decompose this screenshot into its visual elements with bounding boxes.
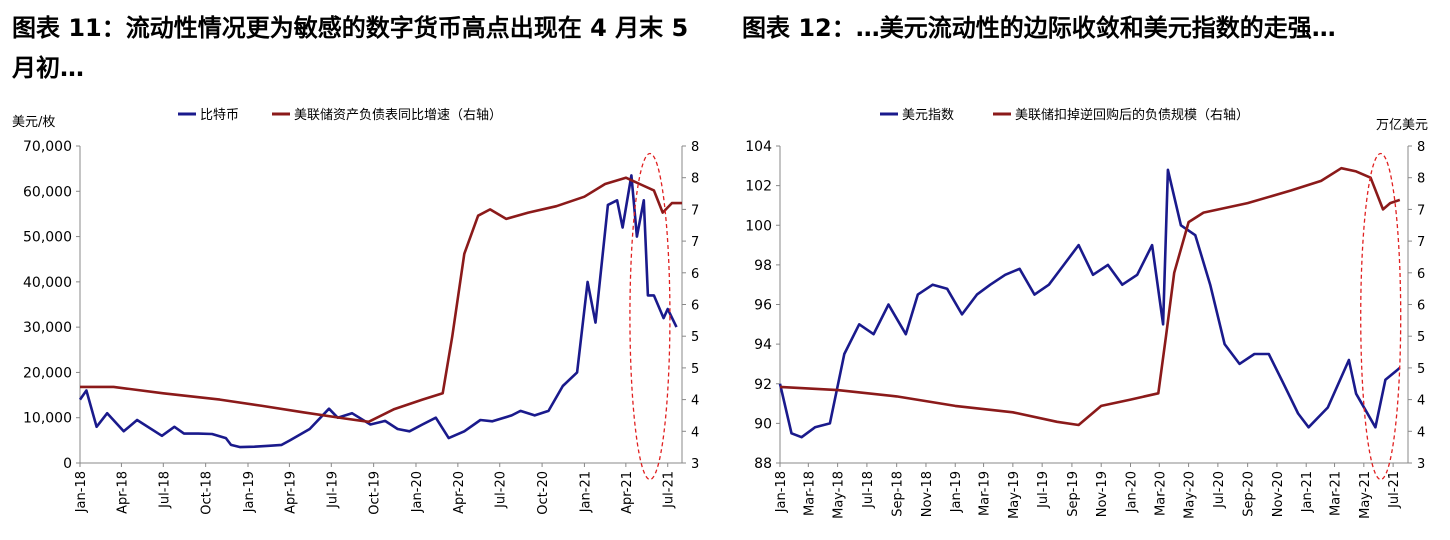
legend-label: 美元指数 xyxy=(902,108,954,123)
x-tick-label: Mar-19 xyxy=(978,471,993,516)
x-tick-label: Sep-18 xyxy=(891,471,906,517)
x-tick-label: Jul-21 xyxy=(1387,471,1402,509)
x-tick-label: Jul-20 xyxy=(494,471,509,509)
legend-label: 美联储资产负债表同比增速（右轴） xyxy=(294,108,502,123)
x-tick-label: Jan-21 xyxy=(578,471,593,513)
y-axis-unit-left: 美元/枚 xyxy=(12,115,55,130)
y-tick-label-left: 50,000 xyxy=(23,230,72,246)
series-line-secondary xyxy=(779,166,1401,427)
y-tick-label-left: 20,000 xyxy=(23,365,72,381)
y-tick-label-left: 94 xyxy=(754,337,772,353)
legend-label: 比特币 xyxy=(200,108,239,123)
x-tick-label: Jul-19 xyxy=(325,471,340,509)
y-tick-label-right: 7 xyxy=(1417,203,1425,218)
x-tick-label: Jan-20 xyxy=(410,471,425,513)
highlight-ellipse xyxy=(1360,152,1402,481)
highlight-ellipse xyxy=(629,152,671,481)
x-tick-label: Apr-18 xyxy=(115,471,130,514)
x-tick-label: Oct-20 xyxy=(536,471,551,515)
y-axis-unit-right: 万亿美元 xyxy=(1376,118,1428,133)
x-tick-label: Jul-20 xyxy=(1212,471,1227,509)
y-tick-label-right: 6 xyxy=(1417,299,1425,314)
y-tick-label-left: 40,000 xyxy=(23,275,72,291)
y-tick-label-right: 8 xyxy=(1417,140,1425,155)
y-tick-label-right: 7 xyxy=(691,235,699,250)
x-tick-label: Jan-19 xyxy=(242,471,257,513)
y-tick-label-left: 100 xyxy=(745,218,772,234)
x-tick-label: Apr-20 xyxy=(452,471,467,514)
y-tick-label-left: 90 xyxy=(754,416,772,432)
y-tick-label-left: 70,000 xyxy=(23,139,72,155)
y-tick-label-right: 4 xyxy=(691,425,699,440)
x-tick-label: Jan-20 xyxy=(1124,471,1139,513)
y-tick-label-right: 8 xyxy=(1417,172,1425,187)
y-tick-label-right: 5 xyxy=(1417,362,1425,377)
x-tick-label: Nov-19 xyxy=(1095,471,1110,517)
y-tick-label-left: 88 xyxy=(754,456,772,472)
x-tick-label: Jul-18 xyxy=(157,471,172,509)
y-tick-label-left: 0 xyxy=(63,456,72,472)
y-tick-label-right: 7 xyxy=(1417,235,1425,250)
x-tick-label: May-18 xyxy=(832,471,847,519)
y-tick-label-right: 5 xyxy=(691,362,699,377)
x-tick-label: May-20 xyxy=(1183,471,1198,519)
y-tick-label-left: 98 xyxy=(754,258,772,274)
x-tick-label: May-19 xyxy=(1007,471,1022,519)
y-tick-label-right: 6 xyxy=(691,299,699,314)
y-tick-label-left: 60,000 xyxy=(23,184,72,200)
chart-title-left: 图表 11：流动性情况更为敏感的数字货币高点出现在 4 月末 5 月初… xyxy=(12,14,689,82)
series-line-primary xyxy=(78,174,678,449)
chart-title-right: 图表 12：…美元流动性的边际收敛和美元指数的走强… xyxy=(742,14,1336,42)
y-tick-label-right: 8 xyxy=(691,140,699,155)
y-tick-label-right: 4 xyxy=(691,394,699,409)
x-tick-label: Nov-18 xyxy=(920,471,935,517)
x-tick-label: Mar-18 xyxy=(802,471,817,516)
y-tick-label-left: 30,000 xyxy=(23,320,72,336)
x-tick-label: Jan-21 xyxy=(1300,471,1315,513)
x-tick-label: Apr-19 xyxy=(283,471,298,514)
y-tick-label-right: 4 xyxy=(1417,425,1425,440)
y-tick-label-right: 4 xyxy=(1417,394,1425,409)
x-tick-label: Nov-20 xyxy=(1271,471,1286,517)
y-tick-label-left: 10,000 xyxy=(23,411,72,427)
y-tick-label-left: 92 xyxy=(754,377,772,393)
x-tick-label: Mar-20 xyxy=(1153,471,1168,516)
x-tick-label: Oct-19 xyxy=(368,471,383,515)
x-tick-label: Jan-19 xyxy=(949,471,964,513)
x-tick-label: Sep-19 xyxy=(1066,471,1081,517)
legend-label: 美联储扣掉逆回购后的负债规模（右轴） xyxy=(1015,107,1249,123)
y-tick-label-right: 6 xyxy=(1417,267,1425,282)
y-tick-label-right: 5 xyxy=(691,330,699,345)
series-line-secondary xyxy=(80,176,682,424)
y-tick-label-left: 104 xyxy=(745,139,772,155)
y-tick-label-right: 3 xyxy=(691,457,699,472)
x-tick-label: Apr-21 xyxy=(620,471,635,514)
x-tick-label: Jul-21 xyxy=(662,471,677,509)
x-tick-label: Jul-18 xyxy=(861,471,876,509)
y-tick-label-right: 7 xyxy=(691,203,699,218)
y-tick-label-right: 6 xyxy=(691,267,699,282)
series-line-primary xyxy=(778,168,1401,439)
y-tick-label-left: 96 xyxy=(754,298,772,314)
chart-left: 0 10,000 20,000 30,000 40,000 50,000 60,000 70,… xyxy=(12,108,699,515)
x-tick-label: Jan-18 xyxy=(74,471,89,513)
y-tick-label-right: 8 xyxy=(691,172,699,187)
x-tick-label: Oct-18 xyxy=(200,471,215,515)
x-tick-label: Sep-20 xyxy=(1242,471,1257,517)
x-tick-label: May-21 xyxy=(1358,471,1373,519)
x-tick-label: Jul-19 xyxy=(1036,471,1051,509)
y-tick-label-right: 3 xyxy=(1417,457,1425,472)
y-tick-label-right: 5 xyxy=(1417,330,1425,345)
y-tick-label-left: 102 xyxy=(745,179,772,195)
x-tick-label: Jan-18 xyxy=(774,471,789,513)
x-tick-label: Mar-21 xyxy=(1329,471,1344,516)
